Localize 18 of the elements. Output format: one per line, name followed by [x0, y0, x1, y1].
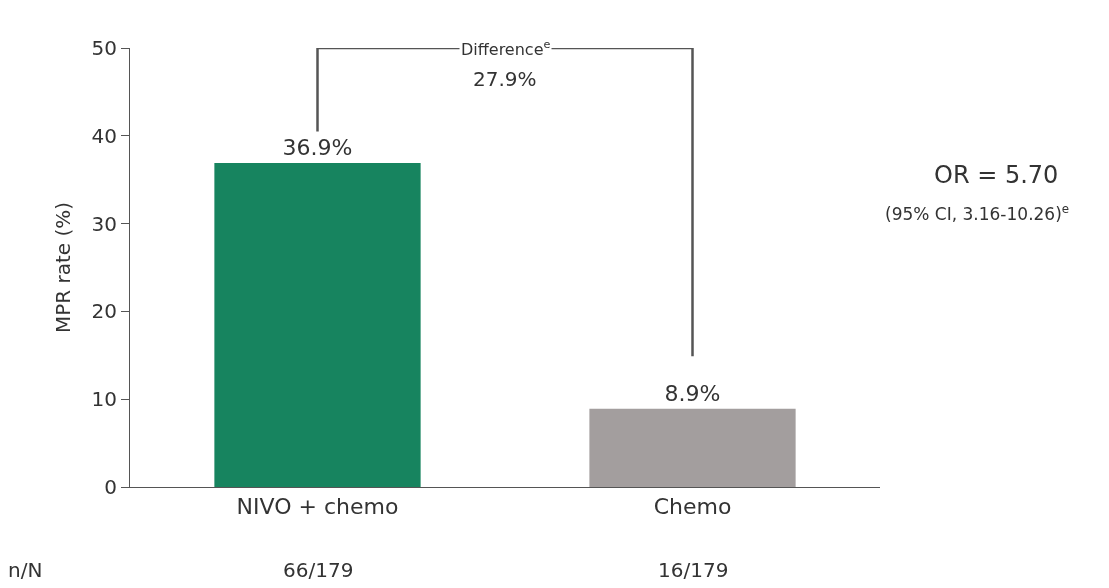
text: 66/179	[283, 558, 354, 582]
data-label: 8.9%	[664, 380, 721, 406]
text: (95% CI, 3.16-10.26)$^{e}$	[885, 202, 1070, 225]
text: n/N	[8, 558, 43, 582]
y-tick-label: 20	[91, 299, 117, 324]
text: 16/179	[658, 558, 729, 582]
y-tick-label: 0	[104, 475, 117, 499]
x-tick-label: Chemo	[653, 494, 732, 520]
y-axis-title: MPR rate (%)	[51, 201, 76, 334]
y-tick-label: 50	[91, 36, 117, 60]
text: OR = 5.70	[934, 161, 1059, 189]
y-tick-label: 40	[91, 123, 117, 148]
annotation: 27.9%	[473, 67, 537, 91]
annotation: Difference$^{e}$	[461, 38, 551, 59]
x-tick-label: NIVO + chemo	[236, 494, 399, 520]
y-tick-label: 10	[91, 387, 117, 412]
data-label: 36.9%	[282, 135, 353, 161]
y-tick-label: 30	[91, 211, 117, 236]
